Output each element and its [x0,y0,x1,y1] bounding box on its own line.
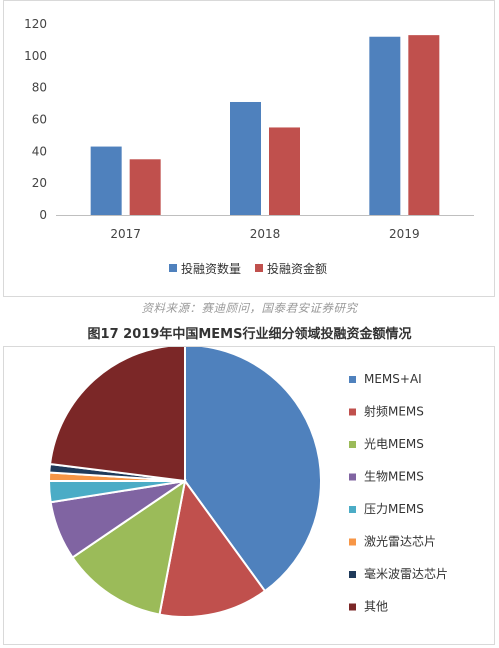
y-tick-label: 40 [32,144,47,158]
x-tick-label: 2017 [110,227,141,241]
bar-amount-2018 [269,127,300,215]
legend-label: 激光雷达芯片 [364,535,436,549]
legend-swatch [349,376,356,383]
legend-swatch [349,571,356,578]
legend-label: 投融资金额 [267,261,327,276]
legend-label: 压力MEMS [364,502,424,516]
bar-amount-2019 [408,35,440,216]
legend-swatch [349,603,356,611]
pie-slice-1 [158,478,267,618]
legend-label: MEMS+AI [364,372,422,386]
bar-count-2018 [230,101,261,215]
pie-slice-2 [71,478,187,616]
y-tick-label: 0 [39,208,47,222]
legend-swatch [349,538,356,546]
pie-slice-7 [48,347,186,483]
pie-chart: MEMS+AI 射频MEMS 光电MEMS 生物MEMS 压力MEMS 激光雷达芯片毫米波… [47,347,448,618]
legend-label: 毫米波雷达芯片 [364,566,448,581]
pie-chart-panel: MEMS+AI 射频MEMS 光电MEMS 生物MEMS 压力MEMS 激光雷达芯片 毫米波… [3,346,495,645]
legend-swatch [349,506,356,513]
x-tick-label: 2018 [250,227,281,241]
pie-slice-0 [184,347,322,593]
bar-chart: 0 20 40 60 80 100 120 2017 2018 2019 投融资数量 投融资金额 [24,17,474,276]
bar-count-2017 [90,146,122,215]
bar-count-2019 [369,36,401,215]
legend-swatch [349,473,356,481]
bar-amount-2017 [129,159,161,215]
legend-label: 生物MEMS [364,470,424,484]
legend-label: 射频MEMS [364,404,424,419]
bar-chart-panel: 0 20 40 60 80 100 120 2017 2018 2019 投融资数量 投融资金额 [3,0,495,297]
y-tick-label: 60 [32,113,47,127]
legend-label: 投融资数量 [181,261,241,276]
y-tick-label: 120 [24,17,47,31]
legend-label: 光电MEMS [364,437,424,451]
legend-label: 其他 [364,600,388,614]
figure-title: 图17 2019年中国MEMS行业细分领域投融资金额情况 [87,327,412,342]
legend-swatch [255,264,263,272]
y-tick-label: 80 [32,81,47,95]
source-note: 资料来源：赛迪顾问，国泰君安证券研究 [141,301,358,315]
y-tick-label: 100 [24,49,47,63]
legend-swatch [349,441,356,448]
legend-swatch [169,264,177,272]
x-tick-label: 2019 [389,227,420,241]
legend-swatch [349,408,356,416]
y-tick-label: 20 [32,176,47,190]
